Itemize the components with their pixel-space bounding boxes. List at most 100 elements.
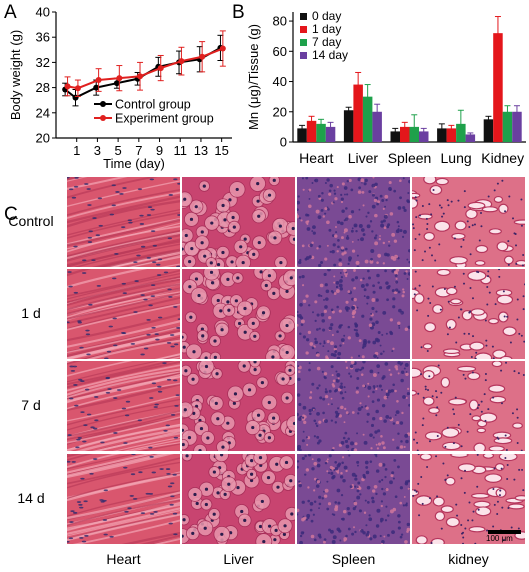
cell: [340, 221, 344, 226]
cell: [349, 485, 353, 489]
histology-image: [297, 361, 410, 451]
nucleus: [191, 531, 195, 535]
cell: [387, 389, 392, 394]
cell: [383, 395, 388, 400]
cell: [406, 522, 410, 527]
fiber: [67, 177, 81, 181]
nucleus: [512, 217, 515, 220]
nucleus: [292, 421, 295, 426]
cell: [384, 269, 387, 273]
fiber: [67, 454, 174, 479]
cell: [360, 405, 364, 409]
nucleus: [221, 445, 225, 449]
cell: [313, 489, 316, 492]
panel-label-c: C: [4, 204, 18, 225]
nucleus: [416, 309, 419, 312]
nucleus: [243, 306, 247, 311]
legend-label: Control group: [115, 98, 191, 112]
bar: [362, 96, 373, 142]
nucleus: [457, 423, 460, 426]
cell: [301, 177, 304, 180]
cell: [327, 350, 330, 353]
histology-image: [67, 177, 180, 267]
nucleus: [233, 392, 238, 396]
histology-image: [67, 454, 180, 544]
nucleus: [520, 198, 523, 201]
nucleus: [86, 413, 92, 416]
tubule: [424, 322, 437, 333]
nucleus: [285, 289, 289, 294]
nucleus: [82, 259, 87, 262]
cell: [375, 409, 379, 414]
cell: [354, 530, 357, 534]
cell: [343, 228, 348, 233]
nucleus: [516, 298, 519, 301]
nucleus: [471, 371, 474, 374]
nucleus: [167, 288, 172, 291]
nucleus: [239, 245, 243, 249]
cell: [316, 313, 320, 317]
cell: [340, 493, 344, 497]
nucleus: [182, 534, 184, 538]
nucleus: [213, 339, 217, 343]
nucleus: [198, 448, 202, 451]
histology-image: [182, 454, 295, 544]
nucleus: [518, 332, 521, 335]
cell: [351, 411, 355, 414]
cell: [385, 488, 389, 492]
cell: [332, 535, 337, 540]
tubule: [442, 348, 461, 355]
cell: [349, 364, 354, 369]
cell: [338, 262, 343, 267]
cell: [314, 337, 317, 341]
nucleus: [80, 411, 85, 414]
nucleus: [477, 508, 480, 511]
nucleus: [194, 205, 198, 209]
cell: [383, 419, 387, 423]
cell: [362, 233, 366, 236]
cell: [402, 395, 406, 399]
nucleus: [227, 482, 231, 486]
fiber: [67, 276, 180, 304]
cell: [326, 480, 329, 483]
tissue-base: [297, 361, 410, 451]
nucleus: [230, 260, 234, 264]
nucleus: [67, 271, 72, 273]
nucleus: [412, 494, 415, 497]
cell: [365, 465, 369, 469]
cell: [340, 236, 344, 240]
cell: [329, 250, 332, 253]
cell: [300, 319, 305, 324]
cell: [363, 511, 367, 514]
nucleus: [427, 297, 430, 300]
nucleus: [430, 541, 433, 544]
tubule: [471, 492, 490, 499]
cell: [369, 537, 373, 541]
hepatocyte: [182, 439, 189, 451]
nucleus: [195, 501, 199, 506]
nucleus: [182, 345, 186, 349]
tubule: [446, 286, 458, 296]
nucleus: [90, 426, 95, 429]
cell: [316, 458, 321, 462]
fiber: [67, 382, 180, 410]
nucleus: [480, 400, 483, 403]
fiber: [67, 361, 133, 377]
cell: [400, 533, 404, 536]
x-tick-label: 13: [194, 143, 208, 158]
cell: [297, 195, 300, 198]
nucleus: [471, 224, 474, 227]
histology-image: [67, 269, 180, 359]
cell: [407, 200, 410, 204]
cell: [302, 531, 305, 534]
nucleus: [266, 476, 271, 480]
cell: [357, 481, 361, 485]
cell: [330, 471, 334, 475]
nucleus: [521, 264, 524, 267]
nucleus: [420, 346, 423, 349]
nucleus: [194, 277, 199, 281]
nucleus: [289, 276, 293, 280]
column-label: Heart: [106, 551, 141, 567]
cell: [298, 483, 302, 488]
cell: [357, 412, 360, 415]
